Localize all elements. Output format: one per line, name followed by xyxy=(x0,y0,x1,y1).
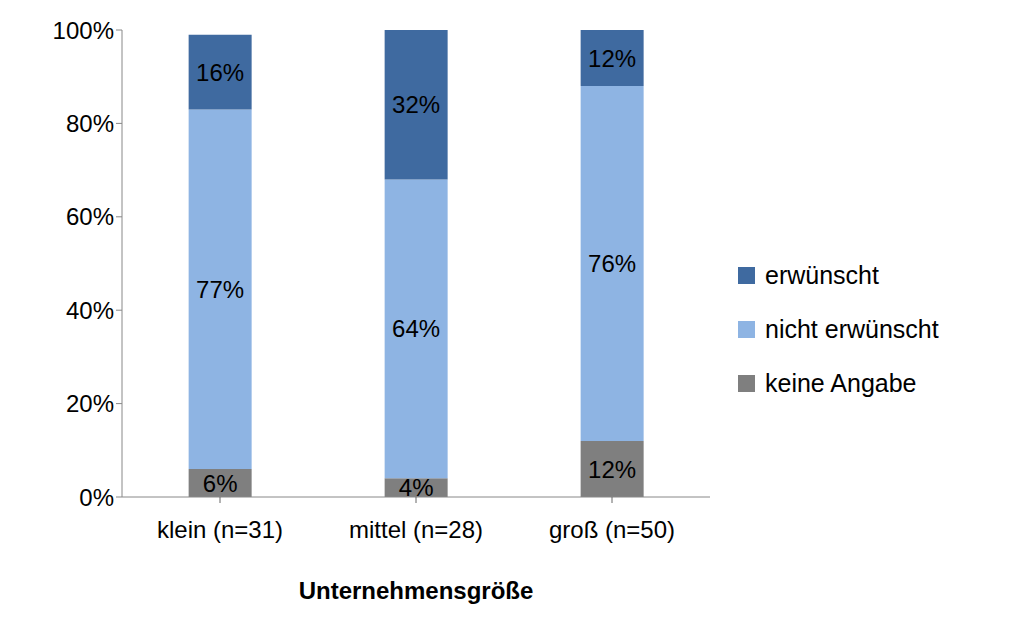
html-text:nicht erwünscht: nicht erwünscht xyxy=(765,314,939,343)
html-text:keine Angabe: keine Angabe xyxy=(765,368,917,397)
svg-text:12%: 12% xyxy=(588,456,636,483)
svg-text:6%: 6% xyxy=(203,470,238,497)
svg-text:60%: 60% xyxy=(66,203,114,230)
svg-text:32%: 32% xyxy=(392,91,440,118)
svg-text:klein (n=31): klein (n=31) xyxy=(157,516,283,543)
svg-text:groß (n=50): groß (n=50) xyxy=(549,516,675,543)
svg-text:100%: 100% xyxy=(53,17,114,44)
svg-text:16%: 16% xyxy=(196,59,244,86)
svg-text:0%: 0% xyxy=(79,484,114,511)
svg-text:77%: 77% xyxy=(196,276,244,303)
svg-text:20%: 20% xyxy=(66,390,114,417)
svg-text:mittel (n=28): mittel (n=28) xyxy=(349,516,483,543)
svg-text:Unternehmensgröße: Unternehmensgröße xyxy=(299,577,534,604)
svg-text:12%: 12% xyxy=(588,45,636,72)
svg-text:76%: 76% xyxy=(588,250,636,277)
html-text:erwünscht: erwünscht xyxy=(765,260,879,289)
svg-text:80%: 80% xyxy=(66,110,114,137)
svg-text:64%: 64% xyxy=(392,315,440,342)
svg-text:4%: 4% xyxy=(399,474,434,501)
svg-text:40%: 40% xyxy=(66,297,114,324)
